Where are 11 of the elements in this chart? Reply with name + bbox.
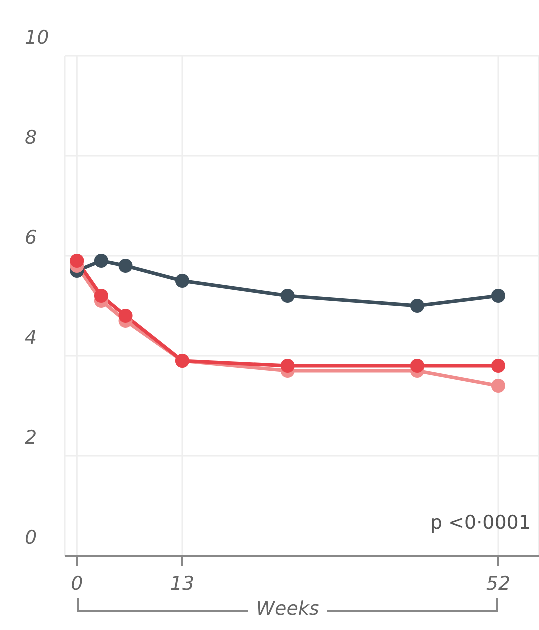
- x-tick-label: 52: [486, 573, 511, 595]
- y-tick-label: 10: [25, 27, 50, 49]
- y-tick-label: 2: [25, 427, 38, 449]
- x-tick-label: 13: [170, 573, 195, 595]
- x-tick-label: 0: [71, 573, 84, 595]
- y-tick-label: 0: [25, 527, 38, 549]
- y-tick-label: 4: [25, 327, 38, 349]
- y-tick-label: 6: [25, 227, 38, 249]
- x-axis-title: Weeks: [248, 598, 328, 620]
- annotation: p <0·0001: [430, 512, 531, 534]
- y-tick-label: 8: [25, 127, 38, 149]
